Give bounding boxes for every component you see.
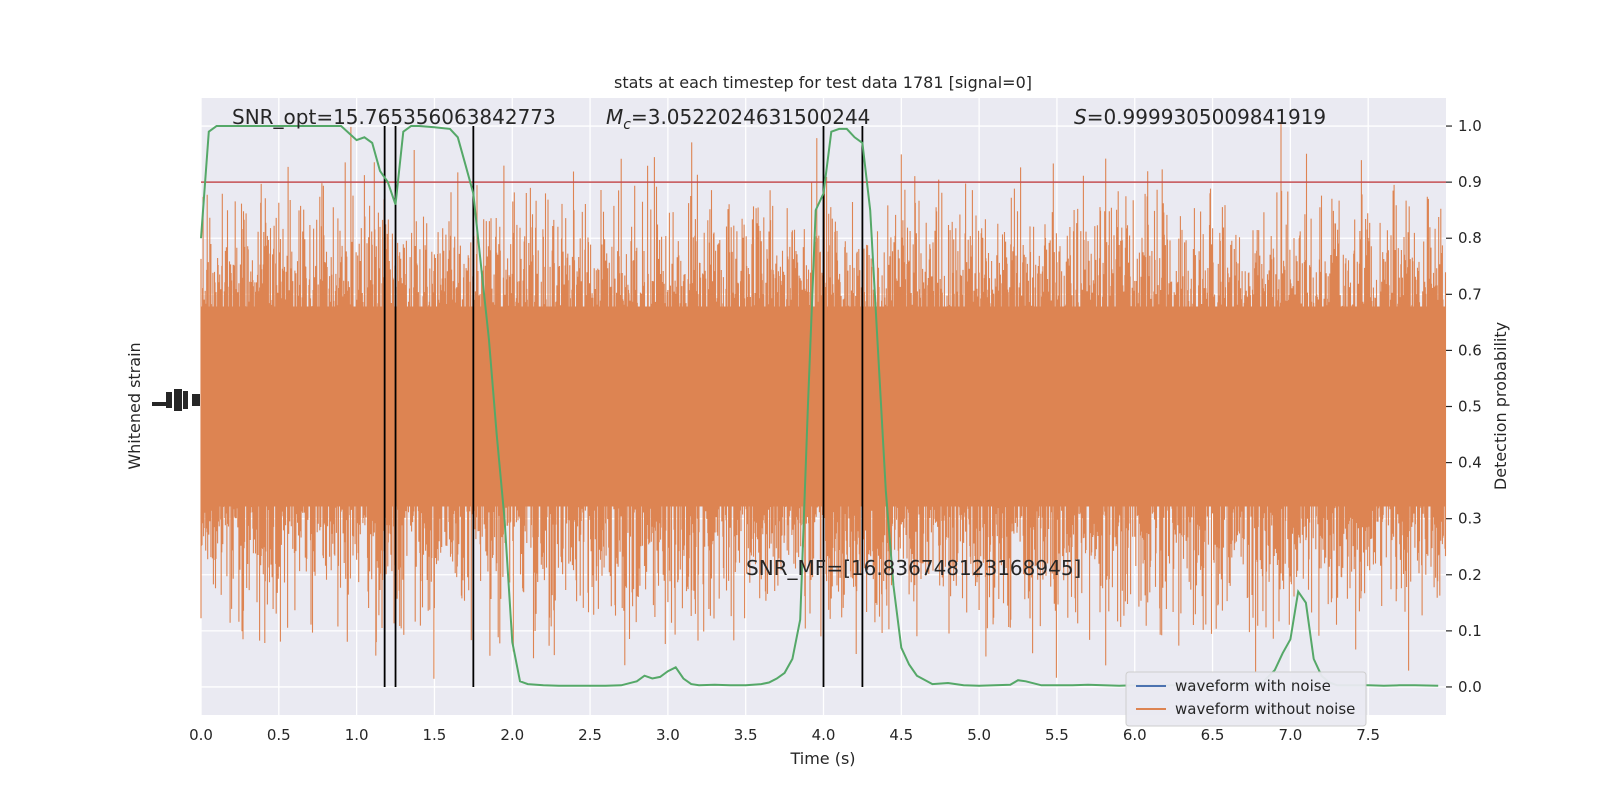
x-tick-label: 5.5 <box>1045 726 1069 744</box>
left-axis-ticks <box>152 389 200 411</box>
x-tick-label: 2.0 <box>500 726 524 744</box>
x-axis-ticks: 0.0 0.5 1.0 1.5 2.0 2.5 3.0 3.5 4.0 4.5 5.0 5.5 6.0 6… <box>189 726 1380 744</box>
chirp-mass-annotation: Mc=3.0522024631500244 <box>606 105 870 133</box>
x-tick-label: 6.0 <box>1123 726 1147 744</box>
y-tick-label: 0.6 <box>1458 341 1482 359</box>
chart-title: stats at each timestep for test data 178… <box>614 73 1032 92</box>
x-tick-label: 7.5 <box>1356 726 1380 744</box>
x-tick-label: 0.0 <box>189 726 213 744</box>
x-tick-label: 6.5 <box>1201 726 1225 744</box>
y-tick-label: 0.1 <box>1458 622 1482 640</box>
x-tick-label: 4.5 <box>889 726 913 744</box>
x-tick-label: 0.5 <box>267 726 291 744</box>
y-axis-right-label: Detection probability <box>1491 322 1510 490</box>
y-tick-label: 0.4 <box>1458 454 1482 472</box>
y-tick-label: 0.5 <box>1458 398 1482 416</box>
x-axis-label: Time (s) <box>789 749 855 768</box>
snr-mf-annotation: SNR_MF=[16.836748123168945] <box>746 556 1081 580</box>
vertical-markers <box>383 126 864 687</box>
x-tick-label: 4.0 <box>812 726 836 744</box>
x-tick-label: 2.5 <box>578 726 602 744</box>
legend-label-with-noise: waveform with noise <box>1175 677 1331 695</box>
legend-label-without-noise: waveform without noise <box>1175 700 1355 718</box>
legend-box <box>1125 671 1367 727</box>
x-tick-label: 1.5 <box>423 726 447 744</box>
x-tick-label: 1.0 <box>345 726 369 744</box>
x-tick-label: 5.0 <box>967 726 991 744</box>
y-tick-label: 0.7 <box>1458 285 1482 303</box>
y-axis-left-label: Whitened strain <box>125 342 144 469</box>
y-axis-right-ticks: 0.0 0.1 0.2 0.3 0.4 0.5 0.6 0.7 0.8 0.9 1.0 <box>1446 117 1482 696</box>
s-annotation: S=0.9999305009841919 <box>1074 105 1326 129</box>
legend: waveform with noise waveform without noi… <box>1125 671 1367 727</box>
x-tick-label: 3.5 <box>734 726 758 744</box>
y-tick-label: 1.0 <box>1458 117 1482 135</box>
y-tick-label: 0.9 <box>1458 173 1482 191</box>
y-tick-label: 0.8 <box>1458 229 1482 247</box>
y-tick-label: 0.3 <box>1458 510 1482 528</box>
snr-opt-annotation: SNR_opt=15.765356063842773 <box>232 105 556 129</box>
y-tick-label: 0.2 <box>1458 566 1482 584</box>
y-tick-label: 0.0 <box>1458 678 1482 696</box>
x-tick-label: 3.0 <box>656 726 680 744</box>
x-tick-label: 7.0 <box>1278 726 1302 744</box>
